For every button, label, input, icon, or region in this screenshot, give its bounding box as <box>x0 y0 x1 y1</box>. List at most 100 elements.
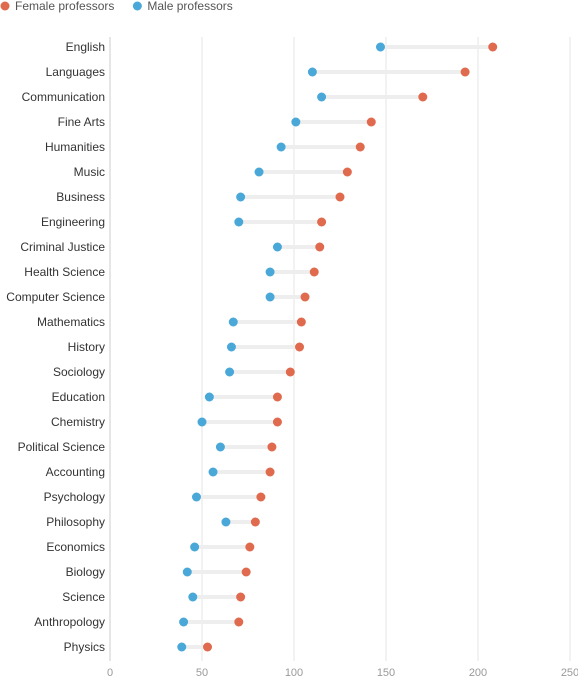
female-point[interactable] <box>295 342 305 352</box>
male-point[interactable] <box>197 417 207 427</box>
category-label: Music <box>74 165 105 179</box>
category-label: Sociology <box>53 365 105 379</box>
male-point[interactable] <box>317 92 327 102</box>
category-label: Engineering <box>41 215 105 229</box>
female-point[interactable] <box>285 367 295 377</box>
row-health-science: Health Science <box>24 265 319 279</box>
female-point[interactable] <box>267 442 277 452</box>
female-point[interactable] <box>460 67 470 77</box>
male-point[interactable] <box>265 292 275 302</box>
female-point[interactable] <box>335 192 345 202</box>
x-tick-label: 50 <box>196 667 208 679</box>
female-point[interactable] <box>366 117 376 127</box>
female-point[interactable] <box>236 592 246 602</box>
category-label: Psychology <box>44 490 105 504</box>
female-point[interactable] <box>418 92 428 102</box>
male-point[interactable] <box>208 467 218 477</box>
category-label: Business <box>56 190 105 204</box>
row-criminal-justice: Criminal Justice <box>20 240 325 254</box>
female-point[interactable] <box>245 542 255 552</box>
x-tick-label: 100 <box>285 667 303 679</box>
category-label: Education <box>52 390 105 404</box>
category-label: Philosophy <box>46 515 105 529</box>
x-axis: 0 50 100 150 200 250 <box>107 667 578 679</box>
row-physics: Physics <box>64 640 213 654</box>
female-point[interactable] <box>355 142 365 152</box>
row-english: English <box>66 40 498 54</box>
category-label: Biology <box>66 565 105 579</box>
male-point[interactable] <box>234 217 244 227</box>
category-label: Anthropology <box>34 615 105 629</box>
category-label: Science <box>62 590 105 604</box>
female-point[interactable] <box>234 617 244 627</box>
category-label: Health Science <box>24 265 105 279</box>
female-point[interactable] <box>272 392 282 402</box>
category-label: Mathematics <box>37 315 105 329</box>
female-point[interactable] <box>203 642 213 652</box>
row-economics: Economics <box>46 540 255 554</box>
female-point[interactable] <box>265 467 275 477</box>
category-label: History <box>68 340 105 354</box>
category-label: Computer Science <box>6 290 105 304</box>
male-point[interactable] <box>265 267 275 277</box>
row-fine-arts: Fine Arts <box>58 115 376 129</box>
row-communication: Communication <box>22 90 428 104</box>
female-point[interactable] <box>296 317 306 327</box>
row-sociology: Sociology <box>53 365 295 379</box>
category-label: Accounting <box>46 465 105 479</box>
male-point[interactable] <box>191 492 201 502</box>
row-biology: Biology <box>66 565 251 579</box>
female-point[interactable] <box>488 42 498 52</box>
row-computer-science: Computer Science <box>6 290 310 304</box>
legend-marker-1 <box>132 1 142 11</box>
female-point[interactable] <box>250 517 260 527</box>
row-philosophy: Philosophy <box>46 515 260 529</box>
male-point[interactable] <box>215 442 225 452</box>
category-label: Political Science <box>18 440 106 454</box>
male-point[interactable] <box>226 342 236 352</box>
male-point[interactable] <box>272 242 282 252</box>
female-point[interactable] <box>256 492 266 502</box>
male-point[interactable] <box>236 192 246 202</box>
legend-label-1: Male professors <box>147 0 232 13</box>
legend: Female professors Male professors <box>0 0 233 13</box>
male-point[interactable] <box>291 117 301 127</box>
x-tick-label: 0 <box>107 667 113 679</box>
category-label: Chemistry <box>51 415 105 429</box>
male-point[interactable] <box>307 67 317 77</box>
female-point[interactable] <box>317 217 327 227</box>
chart-rows: English Languages Communication Fine Arts Hu… <box>6 40 498 654</box>
row-history: History <box>68 340 305 354</box>
male-point[interactable] <box>190 542 200 552</box>
male-point[interactable] <box>254 167 264 177</box>
row-accounting: Accounting <box>46 465 275 479</box>
female-point[interactable] <box>272 417 282 427</box>
male-point[interactable] <box>182 567 192 577</box>
row-education: Education <box>52 390 282 404</box>
male-point[interactable] <box>221 517 231 527</box>
male-point[interactable] <box>225 367 235 377</box>
female-point[interactable] <box>342 167 352 177</box>
row-music: Music <box>74 165 352 179</box>
category-label: Fine Arts <box>58 115 105 129</box>
male-point[interactable] <box>177 642 187 652</box>
category-label: Criminal Justice <box>20 240 105 254</box>
male-point[interactable] <box>276 142 286 152</box>
male-point[interactable] <box>375 42 385 52</box>
female-point[interactable] <box>315 242 325 252</box>
category-label: Physics <box>64 640 105 654</box>
male-point[interactable] <box>188 592 198 602</box>
row-engineering: Engineering <box>41 215 327 229</box>
row-science: Science <box>62 590 246 604</box>
category-label: Languages <box>46 65 105 79</box>
female-point[interactable] <box>241 567 251 577</box>
legend-marker-0 <box>0 1 10 11</box>
female-point[interactable] <box>309 267 319 277</box>
male-point[interactable] <box>204 392 214 402</box>
male-point[interactable] <box>179 617 189 627</box>
female-point[interactable] <box>300 292 310 302</box>
row-chemistry: Chemistry <box>51 415 282 429</box>
category-label: Communication <box>22 90 105 104</box>
male-point[interactable] <box>228 317 238 327</box>
